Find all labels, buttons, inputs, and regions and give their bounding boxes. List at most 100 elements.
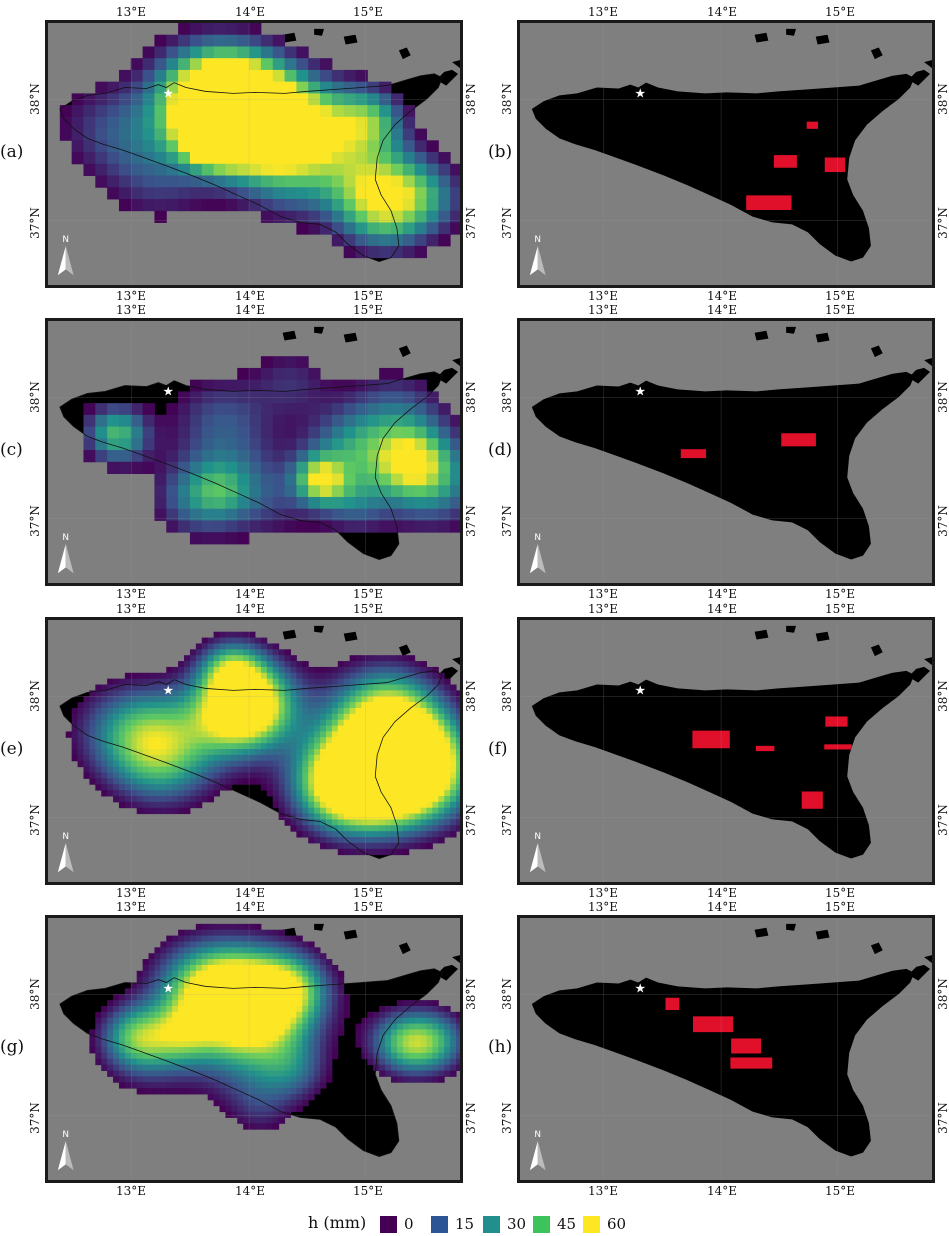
rain-cell (379, 473, 392, 486)
rain-cell (237, 152, 250, 165)
rain-cell (396, 1070, 404, 1077)
rain-cell (396, 661, 404, 668)
rain-cell (296, 754, 303, 762)
rain-cell (272, 743, 280, 750)
rain-cell (237, 772, 244, 779)
rain-cell (331, 749, 339, 756)
rain-cell (331, 754, 339, 762)
rain-cell (249, 702, 256, 709)
rain-cell (83, 152, 96, 165)
rain-cell (154, 210, 167, 223)
rain-cell (249, 1105, 256, 1113)
north-arrow-icon: N (57, 832, 74, 873)
rain-cell (450, 707, 457, 715)
rain-cell (184, 707, 191, 715)
rain-cell (320, 743, 327, 750)
rain-cell (396, 731, 404, 738)
rain-cell (166, 994, 173, 1001)
rain-cell (278, 702, 286, 709)
rain-cell (154, 473, 167, 486)
rain-cell (396, 1076, 404, 1083)
rain-cell (402, 790, 410, 797)
rain-cell (444, 749, 451, 756)
rain-cell (189, 988, 197, 995)
rain-cell (379, 707, 386, 715)
rain-cell (284, 105, 297, 118)
rain-cell (314, 988, 321, 995)
lon-tick-label: 14°E (235, 303, 266, 317)
rain-cell (432, 1041, 439, 1048)
rain-cell (266, 959, 274, 966)
rain-cell (148, 982, 155, 989)
rain-cell (391, 367, 404, 381)
rain-cell (260, 1082, 268, 1089)
rain-cell (178, 1047, 185, 1054)
rain-cell (118, 678, 126, 686)
rain-cell (272, 970, 280, 978)
rain-cell (367, 1041, 374, 1048)
rain-cell (160, 1088, 167, 1095)
rain-cell (379, 1011, 386, 1019)
rain-cell (355, 819, 362, 826)
rain-cell (438, 414, 451, 428)
rain-cell (136, 976, 144, 984)
rain-cell (402, 754, 410, 762)
rain-cell (308, 766, 315, 773)
rain-cell (83, 116, 96, 130)
rain-cell (231, 731, 238, 738)
rain-cell (450, 508, 460, 521)
rain-cell (166, 790, 173, 797)
rain-cell (385, 1064, 392, 1071)
rain-cell (184, 976, 191, 984)
rain-cell (438, 473, 451, 486)
rain-cell (266, 672, 274, 680)
rain-cell (391, 807, 398, 815)
star-marker: ★ (163, 384, 174, 399)
rain-cell (184, 947, 191, 954)
rain-cell (272, 731, 280, 738)
rain-cell (249, 1017, 256, 1025)
lon-tick-label: 14°E (235, 900, 266, 914)
rain-cell (136, 731, 144, 738)
rain-cell (391, 485, 404, 498)
rain-cell (160, 731, 167, 738)
rain-cell (237, 461, 250, 474)
rain-cell (178, 959, 185, 966)
rain-cell (349, 790, 357, 797)
rain-cell (325, 959, 333, 966)
rain-cell (278, 1011, 286, 1019)
lon-tick-label: 14°E (707, 1184, 738, 1198)
rain-cell (136, 795, 144, 803)
rain-cell (113, 795, 120, 803)
rain-cell (396, 754, 404, 762)
rain-cell (237, 1023, 244, 1030)
rain-cell (278, 947, 286, 954)
rain-cell (456, 690, 460, 697)
rain-cell (320, 837, 327, 844)
rain-cell (272, 982, 280, 989)
rain-cell (308, 964, 315, 972)
rain-cell (213, 175, 226, 188)
rain-cell (325, 813, 333, 820)
rain-cell (349, 672, 357, 680)
rain-cell (184, 929, 191, 937)
rain-cell (325, 666, 333, 674)
rain-cell (142, 684, 150, 691)
rain-cell (225, 163, 238, 176)
rain-cell (266, 696, 274, 703)
rain-cell (266, 690, 274, 697)
rain-cell (284, 426, 297, 439)
rain-cell (296, 1011, 303, 1019)
rain-cell (160, 976, 167, 984)
rain-cell (320, 684, 327, 691)
rain-cell (408, 1029, 416, 1036)
rain-cell (278, 760, 286, 768)
rain-cell (331, 485, 345, 498)
rain-cell (314, 754, 321, 762)
rain-cell (172, 1041, 179, 1048)
north-arrow-label: N (534, 832, 541, 842)
rain-cell (237, 778, 244, 785)
rain-cell (136, 772, 144, 779)
rain-cell (225, 1011, 232, 1019)
rain-cell (260, 935, 268, 942)
